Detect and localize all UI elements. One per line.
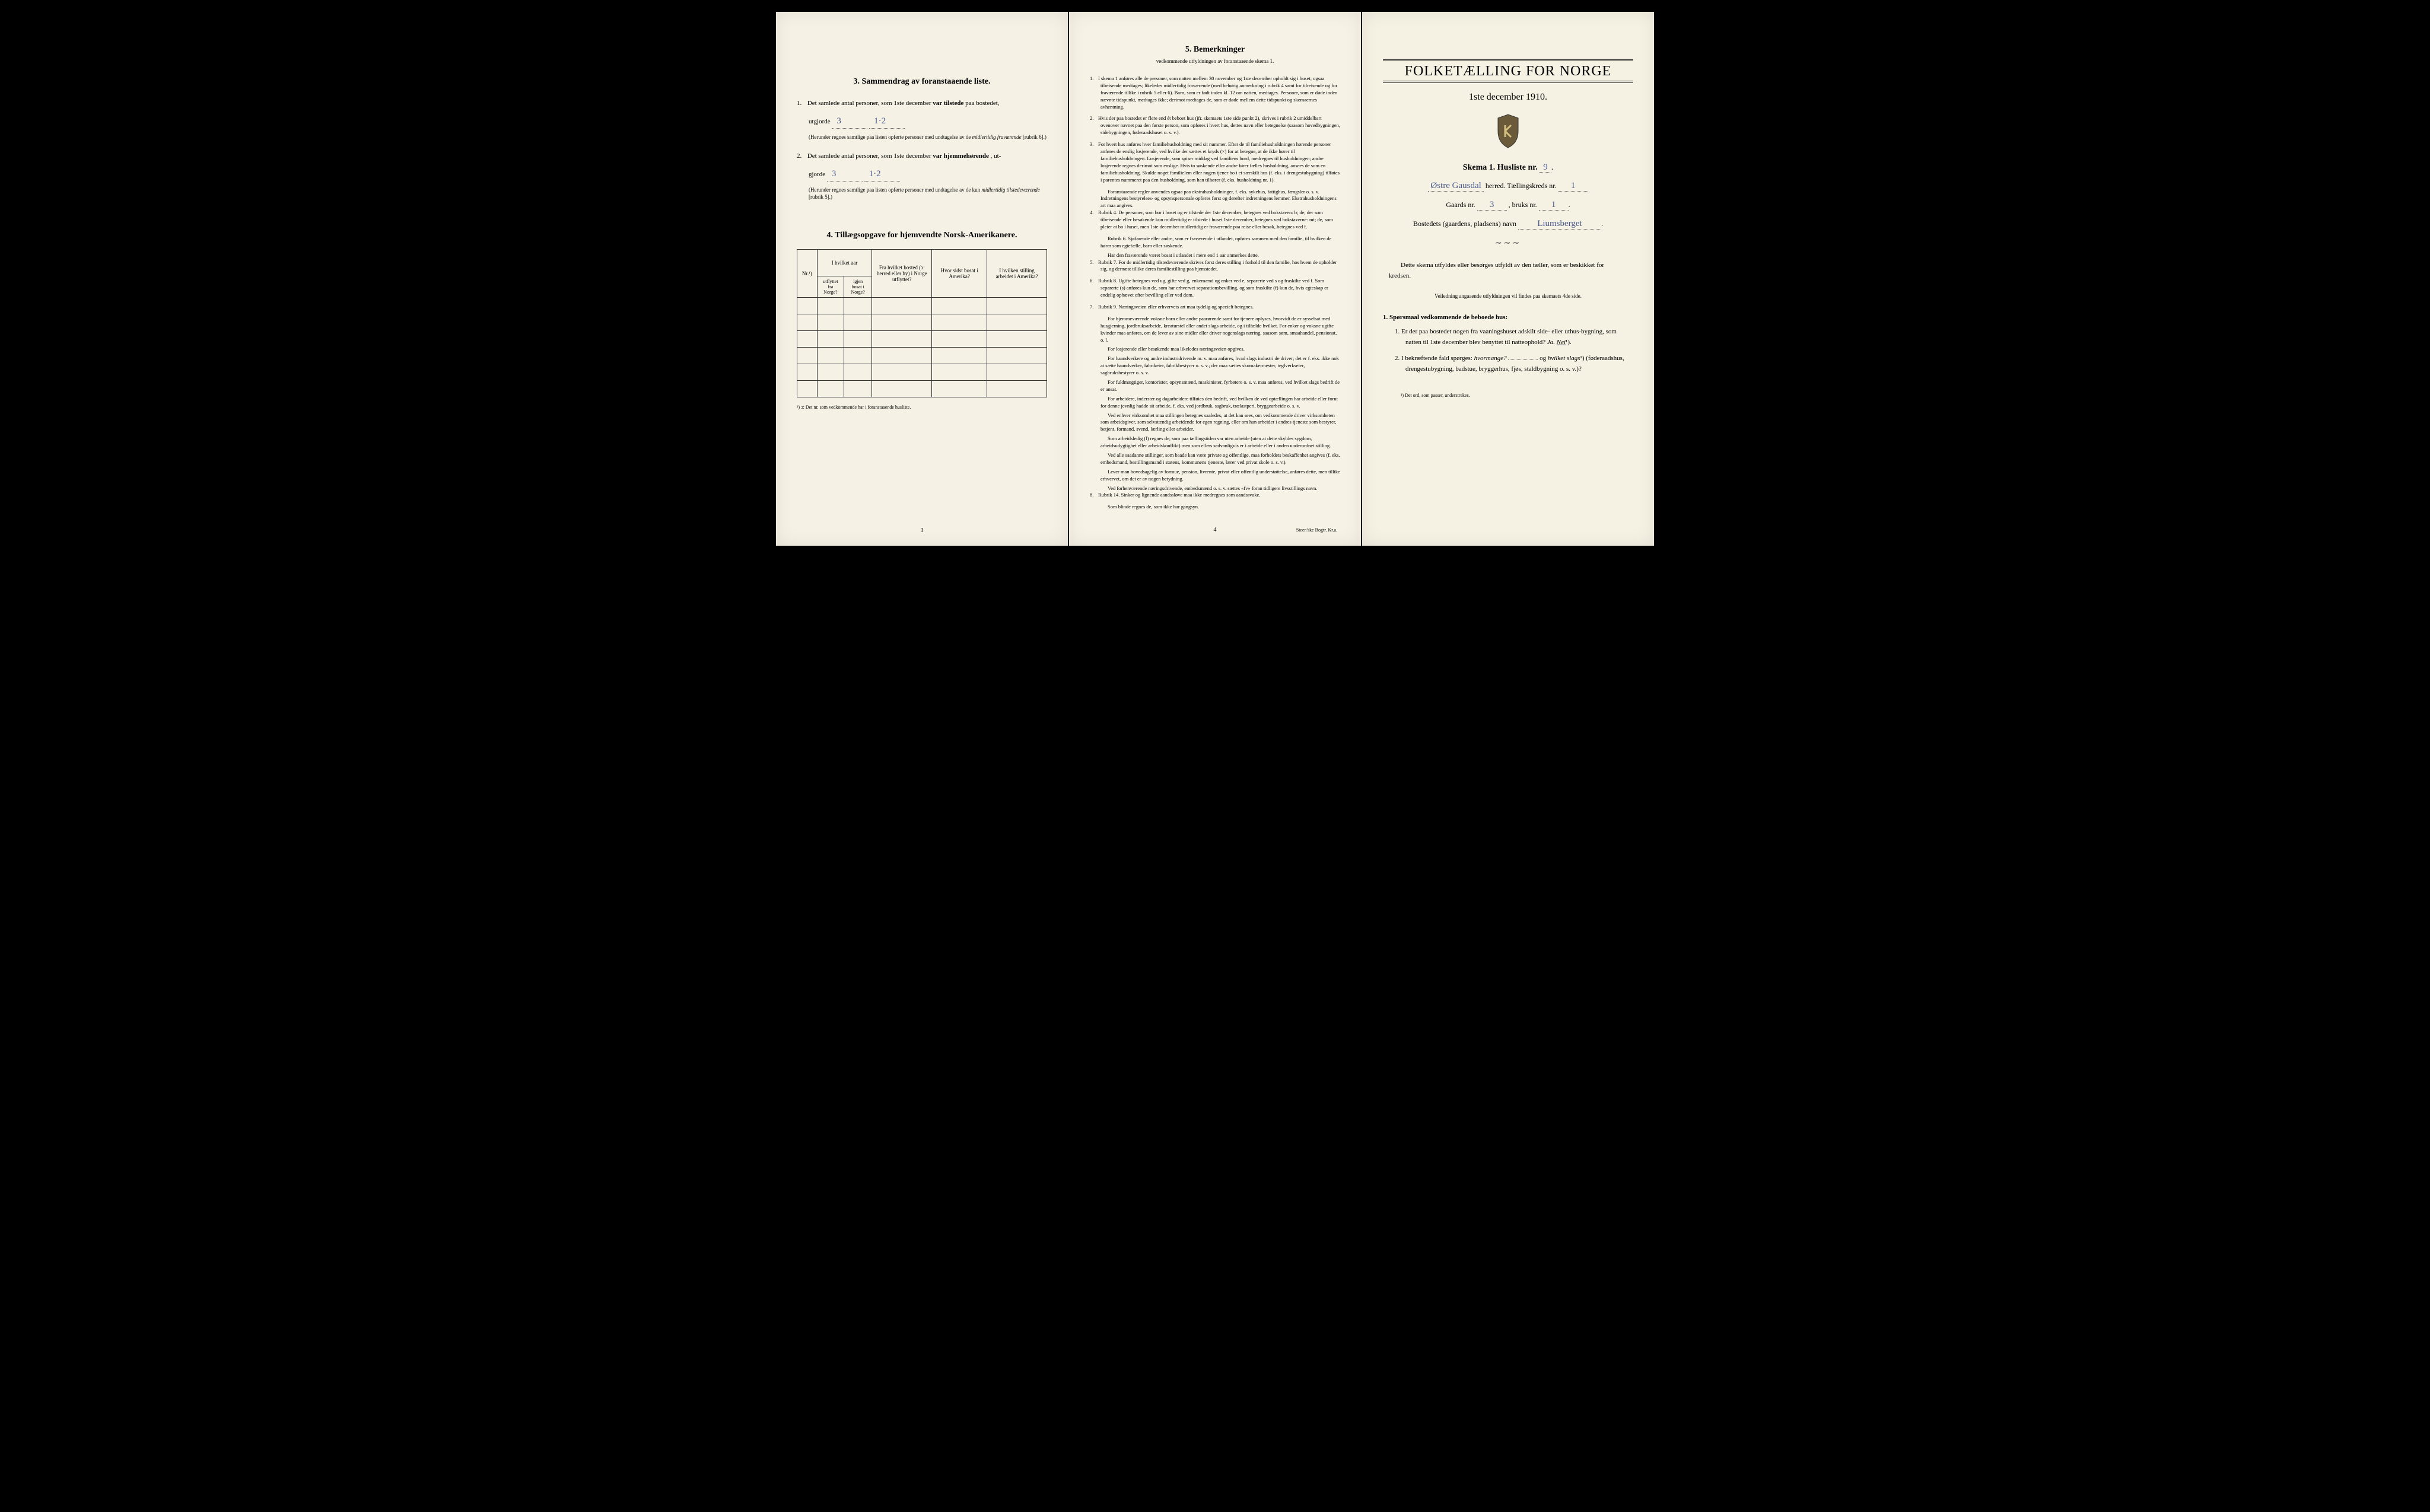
item-2: 2. Det samlede antal personer, som 1ste … [797,151,1047,162]
item-1: 1. Det samlede antal personer, som 1ste … [797,98,1047,109]
instruction-item: 3.For hvert hus anføres hver familiehush… [1090,141,1340,183]
item-2-value: gjorde 3 1·2 [809,167,1047,182]
table-row [797,380,1047,397]
instruction-item: 6.Rubrik 8. Ugifte betegnes ved ug, gift… [1090,278,1340,299]
instruction-item: 5.Rubrik 7. For de midlertidig tilstedev… [1090,259,1340,273]
instruction-item: For losjerende eller besøkende maa likel… [1090,346,1340,353]
table-row [797,330,1047,347]
instruction-item: For haandverkere og andre industridriven… [1090,355,1340,377]
bosted-line: Bostedets (gaardens, pladsens) navn Lium… [1383,219,1633,230]
instruction-item: 7.Rubrik 9. Næringsveien eller erhvervet… [1090,304,1340,311]
census-date: 1ste december 1910. [1383,92,1633,103]
instruction-item: Lever man hovedsagelig av formue, pensio… [1090,469,1340,483]
ornament-icon: ∼∼∼ [1383,238,1633,249]
instruction-item: 2.Hvis der paa bostedet er flere end ét … [1090,115,1340,136]
page-number: 3 [921,527,924,534]
table-footnote: ¹) ɔ: Det nr. som vedkommende har i fora… [797,405,1047,410]
instruction-item: 1.I skema 1 anføres alle de personer, so… [1090,75,1340,110]
gaards-line: Gaards nr. 3 , bruks nr. 1. [1383,200,1633,211]
col-bosted: Fra hvilket bosted (ɔ: herred eller by) … [872,249,932,297]
filler-instruction: Dette skema utfyldes eller besørges utfy… [1389,260,1627,281]
page-1-cover: FOLKETÆLLING FOR NORGE 1ste december 191… [1362,12,1654,546]
instruction-item: Ved forhenværende næringsdrivende, embed… [1090,485,1340,492]
census-title: FOLKETÆLLING FOR NORGE [1383,59,1633,81]
item-1-value: utgjorde 3 1·2 [809,114,1047,129]
section-4-header: 4. Tillægsopgave for hjemvendte Norsk-Am… [797,231,1047,240]
table-body [797,297,1047,397]
instruction-item: Har den fraværende været bosat i utlande… [1090,252,1340,259]
instruction-item: Ved enhver virksomhet maa stillingen bet… [1090,412,1340,434]
table-row [797,364,1047,380]
herred-line: Østre Gausdal herred. Tællingskreds nr. … [1383,181,1633,192]
col-nr: Nr.¹) [797,249,818,297]
item-1-sub: (Herunder regnes samtlige paa listen opf… [809,133,1047,141]
instruction-item: 8.Rubrik 14. Sinker og lignende aandsslø… [1090,492,1340,499]
table-row [797,297,1047,314]
table-row [797,314,1047,330]
instructions-list: 1.I skema 1 anføres alle de personer, so… [1090,75,1340,511]
instruction-item: Som blinde regnes de, som ikke har gangs… [1090,504,1340,511]
instruction-item: Ved alle saadanne stillinger, som baade … [1090,452,1340,466]
skema-line: Skema 1. Husliste nr. 9. [1383,163,1633,173]
table-row [797,347,1047,364]
q-header: 1. Spørsmaal vedkommende de beboede hus: [1383,314,1633,321]
instruction-item: Som arbeidsledig (l) regnes de, som paa … [1090,435,1340,450]
filler-instruction-sub: Veiledning angaaende utfyldningen vil fi… [1383,293,1633,299]
questions: 1. Spørsmaal vedkommende de beboede hus:… [1383,314,1633,374]
instruction-item: For fuldmægtiger, kontorister, opsynsmæn… [1090,379,1340,393]
instruction-item: 4.Rubrik 4. De personer, som bor i huset… [1090,209,1340,231]
col-sidst: Hvor sidst bosat i Amerika? [932,249,987,297]
document-spread: 3. Sammendrag av foranstaaende liste. 1.… [776,12,1654,546]
question-2: 2. I bekræftende fald spørges: hvormange… [1395,354,1633,374]
coat-of-arms-icon [1383,113,1633,152]
section-5-header: 5. Bemerkninger [1090,44,1340,56]
printer-mark: Steen'ske Bogtr. Kr.a. [1296,527,1337,534]
panel3-footnote: ¹) Det ord, som passer, understrekes. [1401,393,1633,398]
section-3-header: 3. Sammendrag av foranstaaende liste. [797,77,1047,87]
section-5-sub: vedkommende utfyldningen av foranstaaend… [1090,58,1340,65]
page-number: 4 [1214,526,1217,534]
instruction-item: Foranstaaende regler anvendes ogsaa paa … [1090,189,1340,210]
instruction-item: For arbeidere, inderster og dagarbeidere… [1090,396,1340,410]
col-utflyttet: utflyttet fra Norge? [817,276,844,297]
item-2-sub: (Herunder regnes samtlige paa listen opf… [809,186,1047,201]
col-stilling: I hvilken stilling arbeidet i Amerika? [987,249,1047,297]
question-1: 1. Er der paa bostedet nogen fra vaaning… [1395,327,1633,348]
col-igjen: igjen bosat i Norge? [844,276,872,297]
page-3: 3. Sammendrag av foranstaaende liste. 1.… [776,12,1068,546]
col-year: I hvilket aar [817,249,872,276]
emigrant-table: Nr.¹) I hvilket aar Fra hvilket bosted (… [797,249,1047,397]
page-4: 5. Bemerkninger vedkommende utfyldningen… [1069,12,1361,546]
instruction-item: Rubrik 6. Sjøfarende eller andre, som er… [1090,235,1340,250]
instruction-item: For hjemmeværende voksne barn eller andr… [1090,316,1340,344]
